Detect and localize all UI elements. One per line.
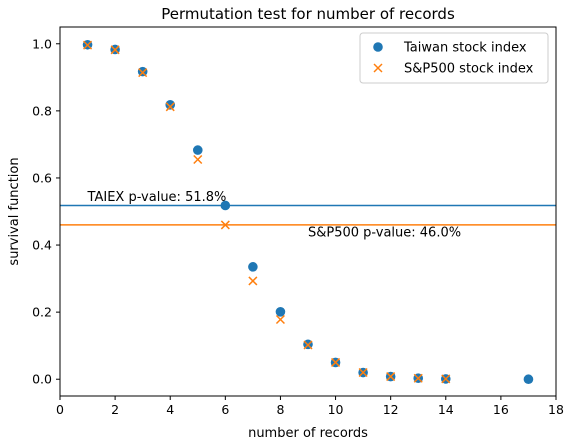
y-tick-label: 0.0 bbox=[32, 372, 52, 387]
data-point-x bbox=[275, 314, 285, 325]
series-2 bbox=[83, 40, 451, 384]
data-point-circle bbox=[248, 262, 258, 272]
chart-title: Permutation test for number of records bbox=[161, 5, 455, 23]
x-axis: 0 2 4 6 8 10 12 14 16 18 bbox=[56, 396, 564, 417]
data-point-circle bbox=[523, 374, 534, 385]
legend-box bbox=[359, 32, 549, 84]
data-point-x bbox=[193, 154, 203, 165]
x-tick-label: 6 bbox=[221, 402, 229, 417]
y-tick-label: 0.8 bbox=[32, 103, 52, 118]
data-point-x bbox=[358, 367, 368, 378]
plot-frame bbox=[59, 26, 557, 397]
data-point-x bbox=[303, 340, 313, 350]
data-point-circle bbox=[220, 200, 231, 211]
plot-area: TAIEX p-value: 51.8% S&P500 p-value: 46.0… bbox=[60, 39, 556, 385]
data-point-x bbox=[220, 220, 230, 230]
x-tick-label: 18 bbox=[548, 402, 564, 417]
data-point-circle bbox=[275, 307, 286, 317]
data-point-x bbox=[331, 357, 341, 367]
x-tick-label: 14 bbox=[438, 402, 454, 417]
y-tick-label: 0.4 bbox=[32, 238, 52, 253]
x-tick-label: 4 bbox=[166, 402, 174, 417]
x-tick-label: 10 bbox=[328, 402, 344, 417]
data-point-x bbox=[138, 68, 148, 78]
x-tick-label: 12 bbox=[383, 402, 399, 417]
data-point-x bbox=[413, 373, 423, 383]
y-tick-label: 0.6 bbox=[32, 170, 52, 185]
data-point-circle bbox=[192, 145, 203, 155]
data-point-x bbox=[248, 276, 258, 286]
x-tick-label: 8 bbox=[276, 402, 284, 417]
y-tick-label: 1.0 bbox=[32, 36, 52, 51]
legend-label: Taiwan stock index bbox=[403, 41, 527, 56]
series-1 bbox=[82, 39, 534, 385]
pvalue-annotation: TAIEX p-value: 51.8% bbox=[87, 190, 227, 205]
data-point-x bbox=[165, 102, 175, 112]
data-point-x bbox=[83, 40, 93, 50]
x-tick-label: 2 bbox=[111, 402, 119, 417]
legend-label: S&P500 stock index bbox=[404, 62, 534, 77]
x-tick-label: 16 bbox=[493, 402, 509, 417]
legend: Taiwan stock index S&P500 stock index bbox=[359, 32, 549, 84]
y-axis: 0.0 0.2 0.4 0.6 0.8 1.0 bbox=[32, 36, 60, 387]
y-tick-label: 0.2 bbox=[32, 305, 52, 320]
data-point-x bbox=[110, 45, 120, 55]
data-point-circle bbox=[165, 100, 176, 110]
x-axis-label: number of records bbox=[248, 426, 368, 441]
x-tick-label: 0 bbox=[56, 402, 64, 417]
legend-marker bbox=[373, 63, 383, 73]
y-axis-label: survival function bbox=[7, 157, 22, 265]
pvalue-annotation: S&P500 p-value: 46.0% bbox=[308, 226, 461, 241]
legend-marker bbox=[373, 42, 383, 52]
data-point-x bbox=[386, 372, 396, 382]
data-point-x bbox=[441, 374, 451, 384]
